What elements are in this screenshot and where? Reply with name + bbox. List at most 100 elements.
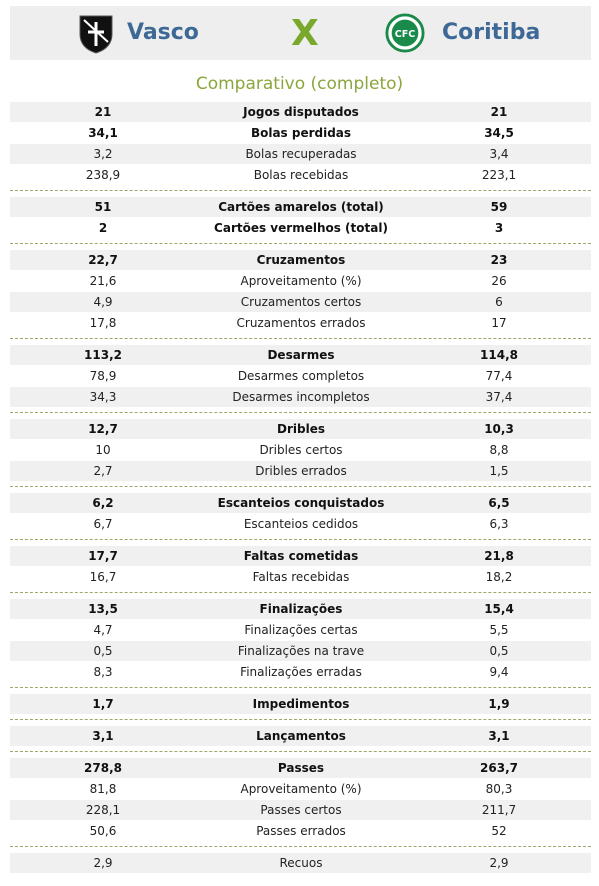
home-value: 50,6 [89, 824, 117, 838]
stat-label: Bolas recuperadas [245, 147, 357, 161]
page-subtitle: Comparativo (completo) [195, 74, 404, 94]
stat-label: Aproveitamento (%) [240, 782, 362, 796]
away-value: 52 [491, 824, 507, 838]
stat-label: Bolas recebidas [253, 168, 349, 182]
away-value: 17 [491, 316, 507, 330]
stat-row: 17,7 Faltas cometidas 21,8 [10, 546, 591, 566]
stat-row: 22,7 Cruzamentos 23 [10, 250, 591, 270]
stat-row: 3,2 Bolas recuperadas 3,4 [10, 144, 591, 164]
stat-label: Recuos [279, 856, 323, 870]
home-value: 8,3 [93, 665, 113, 679]
away-value: 59 [490, 200, 508, 214]
stat-label: Dribles errados [255, 464, 347, 478]
home-value: 4,9 [93, 295, 113, 309]
home-value: 16,7 [89, 570, 117, 584]
home-value: 34,1 [88, 126, 118, 140]
away-value: 9,4 [489, 665, 509, 679]
home-value: 13,5 [88, 602, 118, 616]
group-separator [10, 751, 591, 752]
stat-label: Passes [277, 761, 325, 775]
home-value: 0,5 [93, 644, 113, 658]
stat-row: 228,1 Passes certos 211,7 [10, 800, 591, 820]
stat-label: Passes errados [256, 824, 346, 838]
vasco-crest-icon [79, 15, 113, 54]
away-value: 15,4 [484, 602, 514, 616]
stat-row: 78,9 Desarmes completos 77,4 [10, 366, 591, 386]
stat-label: Finalizações [259, 602, 343, 616]
stat-label: Desarmes incompletos [232, 390, 370, 404]
home-team-name: Vasco [127, 20, 199, 45]
stat-label: Finalizações erradas [240, 665, 362, 679]
away-value: 3,4 [489, 147, 509, 161]
stat-label: Bolas perdidas [250, 126, 352, 140]
group-separator [10, 539, 591, 540]
stat-label: Dribles [277, 422, 325, 436]
stat-label: Cruzamentos errados [236, 316, 366, 330]
stat-row: 4,9 Cruzamentos certos 6 [10, 292, 591, 312]
stat-row: 21,6 Aproveitamento (%) 26 [10, 271, 591, 291]
away-value: 223,1 [481, 168, 517, 182]
away-value: 6 [495, 295, 503, 309]
group-separator [10, 719, 591, 720]
group-separator [10, 486, 591, 487]
stat-label: Finalizações certas [244, 623, 358, 637]
stat-label: Passes certos [260, 803, 342, 817]
group-separator [10, 687, 591, 688]
coritiba-crest-icon: CFC [385, 13, 425, 53]
home-value: 113,2 [84, 348, 122, 362]
away-value: 26 [491, 274, 507, 288]
away-value: 77,4 [485, 369, 513, 383]
stat-row: 1,7 Impedimentos 1,9 [10, 694, 591, 714]
stat-label: Escanteios cedidos [243, 517, 359, 531]
stat-row: 34,1 Bolas perdidas 34,5 [10, 123, 591, 143]
stat-label: Cartões amarelos (total) [218, 200, 384, 214]
stat-row: 238,9 Bolas recebidas 223,1 [10, 165, 591, 185]
stat-label: Aproveitamento (%) [240, 274, 362, 288]
home-value: 78,9 [89, 369, 117, 383]
stat-label: Finalizações na trave [237, 644, 365, 658]
stat-label: Jogos disputados [243, 105, 359, 119]
stat-row: 2,7 Dribles errados 1,5 [10, 461, 591, 481]
away-value: 211,7 [481, 803, 517, 817]
home-value: 3,2 [93, 147, 113, 161]
svg-text:CFC: CFC [395, 29, 415, 40]
stat-label: Cruzamentos [256, 253, 346, 267]
stat-row: 0,5 Finalizações na trave 0,5 [10, 641, 591, 661]
stat-row: 34,3 Desarmes incompletos 37,4 [10, 387, 591, 407]
away-value: 10,3 [484, 422, 514, 436]
stat-row: 12,7 Dribles 10,3 [10, 419, 591, 439]
home-value: 17,8 [89, 316, 117, 330]
stat-label: Desarmes [267, 348, 335, 362]
stat-row: 81,8 Aproveitamento (%) 80,3 [10, 779, 591, 799]
stat-row: 2,9 Recuos 2,9 [10, 853, 591, 873]
away-value: 1,5 [489, 464, 509, 478]
stat-row: 4,7 Finalizações certas 5,5 [10, 620, 591, 640]
group-separator [10, 243, 591, 244]
away-value: 21 [490, 105, 508, 119]
stat-row: 17,8 Cruzamentos errados 17 [10, 313, 591, 333]
away-value: 1,9 [488, 697, 510, 711]
away-value: 21,8 [484, 549, 514, 563]
away-value: 3,1 [488, 729, 510, 743]
stat-row: 51 Cartões amarelos (total) 59 [10, 197, 591, 217]
home-value: 21,6 [89, 274, 117, 288]
home-value: 4,7 [93, 623, 113, 637]
home-value: 51 [94, 200, 112, 214]
stat-label: Desarmes completos [237, 369, 365, 383]
away-value: 2,9 [489, 856, 509, 870]
match-header: Vasco X CFC Coritiba [10, 6, 591, 60]
stat-row: 3,1 Lançamentos 3,1 [10, 726, 591, 746]
home-value: 1,7 [92, 697, 114, 711]
away-team-name: Coritiba [442, 20, 541, 45]
away-value: 3 [494, 221, 504, 235]
stat-label: Dribles certos [259, 443, 343, 457]
stat-label: Lançamentos [256, 729, 346, 743]
away-value: 23 [490, 253, 508, 267]
stat-label: Escanteios conquistados [217, 496, 385, 510]
home-value: 6,2 [92, 496, 114, 510]
stat-label: Faltas cometidas [243, 549, 359, 563]
home-value: 2,9 [93, 856, 113, 870]
home-value: 2,7 [93, 464, 113, 478]
home-value: 12,7 [88, 422, 118, 436]
stat-label: Cruzamentos certos [240, 295, 362, 309]
